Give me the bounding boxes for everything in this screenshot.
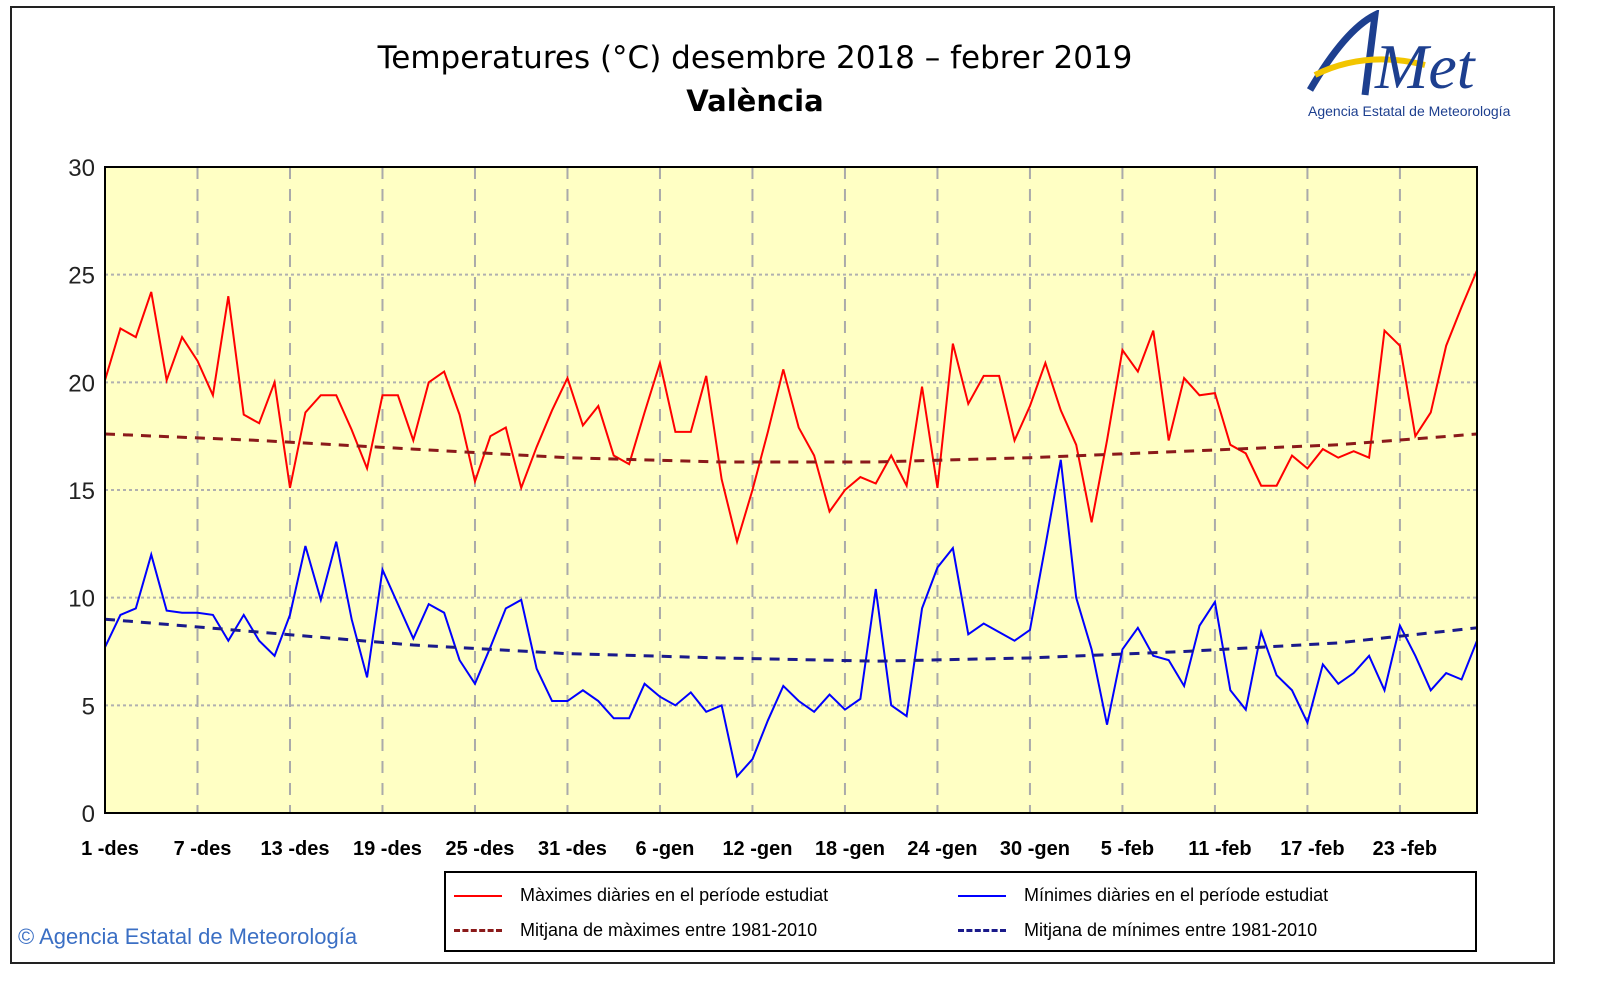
y-tick-label: 0 [82,801,95,828]
y-tick-label: 5 [82,693,95,720]
series-line-2 [104,432,1478,464]
x-tick-label: 18 -gen [815,838,885,860]
legend-label: Mínimes diàries en el període estudiat [1024,885,1329,905]
x-tick-label: 1 -des [81,838,139,860]
y-tick-label: 15 [68,478,95,505]
y-tick-label: 30 [68,155,95,182]
plot-border [104,166,1478,814]
legend-item-max: Màximes diàries en el període estudiat [454,885,828,906]
x-tick-label: 13 -des [261,838,330,860]
x-tick-label: 11 -feb [1188,838,1251,860]
x-tick-label: 7 -des [174,838,232,860]
legend-swatch [958,894,1006,897]
legend-swatch [454,894,502,897]
x-tick-label: 5 -feb [1101,838,1154,860]
x-tick-label: 17 -feb [1280,838,1344,860]
x-tick-label: 12 -gen [722,838,792,860]
series-line-0 [104,269,1478,546]
series-line-1 [104,459,1478,779]
chart-frame [10,6,1555,964]
x-tick-label: 31 -des [538,838,607,860]
aemet-logo: Met [1306,10,1477,102]
x-tick-label: 19 -des [353,838,422,860]
chart-subtitle: València [686,84,824,118]
legend-swatch [454,929,502,932]
logo-subtitle: Agencia Estatal de Meteorología [1308,103,1511,119]
legend-item-min: Mínimes diàries en el període estudiat [958,885,1328,906]
legend-swatch [958,929,1006,932]
legend-item-mean-min: Mitjana de mínimes entre 1981-2010 [958,920,1317,941]
legend-label: Mitjana de màximes entre 1981-2010 [520,920,818,940]
legend-item-mean-max: Mitjana de màximes entre 1981-2010 [454,920,817,941]
y-tick-label: 10 [68,586,95,613]
legend: Màximes diàries en el període estudiat M… [444,871,1477,952]
x-tick-label: 6 -gen [636,838,695,860]
copyright: © Agencia Estatal de Meteorología [18,924,358,949]
x-tick-label: 25 -des [446,838,515,860]
series-line-3 [104,617,1478,663]
x-tick-label: 24 -gen [907,838,977,860]
x-tick-label: 23 -feb [1373,838,1437,860]
legend-label: Màximes diàries en el període estudiat [520,885,829,905]
x-tick-label: 30 -gen [1000,838,1070,860]
y-tick-label: 25 [68,263,95,290]
chart-title: Temperatures (°C) desembre 2018 – febrer… [377,40,1133,76]
y-tick-label: 20 [68,370,95,397]
svg-text:Met: Met [1374,31,1477,102]
legend-label: Mitjana de mínimes entre 1981-2010 [1024,920,1318,940]
